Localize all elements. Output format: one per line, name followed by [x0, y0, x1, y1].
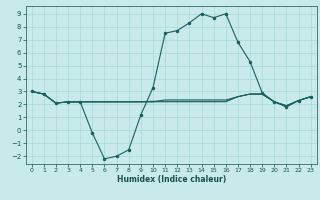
X-axis label: Humidex (Indice chaleur): Humidex (Indice chaleur) [116, 175, 226, 184]
